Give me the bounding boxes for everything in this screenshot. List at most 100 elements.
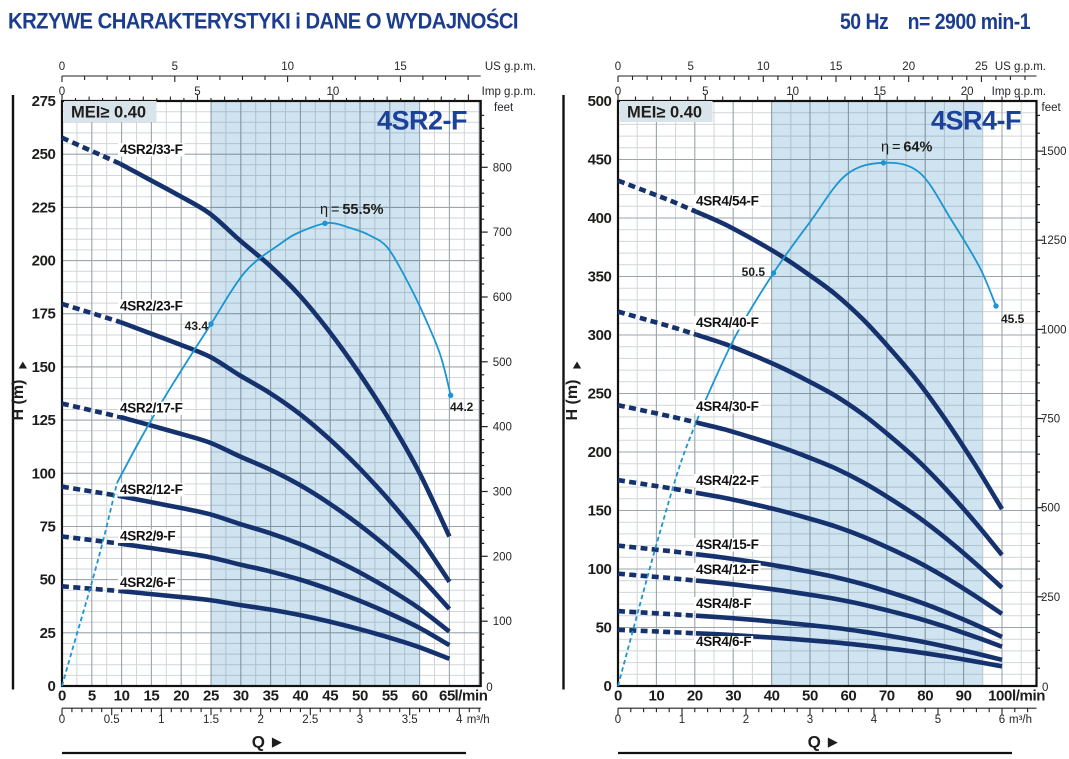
svg-text:225: 225: [32, 199, 56, 216]
svg-text:44.2: 44.2: [450, 400, 474, 414]
svg-text:4: 4: [871, 714, 878, 726]
svg-text:l/min: l/min: [1012, 688, 1045, 705]
svg-text:Q: Q: [252, 733, 265, 752]
svg-text:100: 100: [493, 616, 512, 628]
svg-text:0: 0: [614, 688, 622, 705]
svg-text:η = 64%: η = 64%: [881, 140, 932, 156]
svg-text:4SR2/23-F: 4SR2/23-F: [120, 299, 183, 314]
svg-text:75: 75: [40, 519, 56, 536]
svg-text:100: 100: [588, 561, 612, 578]
svg-text:750: 750: [1041, 414, 1060, 426]
svg-text:0: 0: [59, 86, 65, 98]
svg-text:50: 50: [352, 688, 368, 705]
svg-text:300: 300: [588, 327, 612, 344]
svg-text:15: 15: [830, 61, 843, 73]
svg-text:450: 450: [588, 152, 612, 169]
svg-text:4SR4/40-F: 4SR4/40-F: [696, 315, 759, 330]
svg-text:43.4: 43.4: [185, 319, 209, 333]
svg-text:1: 1: [679, 714, 685, 726]
svg-text:400: 400: [588, 210, 612, 227]
svg-text:4SR2-F: 4SR2-F: [377, 106, 467, 136]
svg-text:4SR4/15-F: 4SR4/15-F: [696, 537, 759, 552]
svg-text:MEI≥ 0.40: MEI≥ 0.40: [71, 104, 146, 122]
svg-text:MEI≥ 0.40: MEI≥ 0.40: [627, 104, 702, 122]
svg-text:5: 5: [687, 61, 693, 73]
svg-text:Q: Q: [808, 733, 821, 752]
svg-text:50.5: 50.5: [742, 265, 766, 279]
svg-text:Imp g.p.m.: Imp g.p.m.: [992, 86, 1046, 98]
svg-text:25: 25: [40, 625, 56, 642]
svg-text:4SR2/17-F: 4SR2/17-F: [120, 401, 183, 416]
svg-text:4SR2/33-F: 4SR2/33-F: [120, 142, 183, 157]
svg-text:H (m): H (m): [564, 380, 581, 421]
svg-text:1.5: 1.5: [203, 714, 219, 726]
svg-text:1250: 1250: [1041, 235, 1067, 247]
svg-text:5: 5: [194, 86, 200, 98]
svg-text:800: 800: [493, 162, 512, 174]
svg-text:45: 45: [322, 688, 338, 705]
svg-text:150: 150: [32, 359, 56, 376]
svg-text:4SR4/8-F: 4SR4/8-F: [696, 596, 751, 611]
svg-text:0: 0: [58, 688, 66, 705]
svg-text:275: 275: [32, 93, 56, 110]
svg-text:20: 20: [902, 61, 915, 73]
svg-text:US g.p.m.: US g.p.m.: [485, 61, 536, 73]
svg-text:feet: feet: [1042, 102, 1062, 114]
svg-text:0: 0: [486, 682, 492, 694]
svg-text:1500: 1500: [1041, 146, 1067, 158]
svg-text:50: 50: [596, 620, 612, 637]
svg-text:0: 0: [615, 86, 621, 98]
svg-text:55: 55: [382, 688, 398, 705]
svg-text:30: 30: [725, 688, 741, 705]
svg-text:20: 20: [173, 688, 189, 705]
svg-text:5: 5: [702, 86, 708, 98]
svg-text:100: 100: [988, 688, 1012, 705]
svg-text:60: 60: [412, 688, 428, 705]
svg-text:500: 500: [588, 93, 612, 110]
svg-text:H (m): H (m): [10, 380, 27, 421]
svg-text:10: 10: [648, 688, 664, 705]
svg-text:80: 80: [917, 688, 933, 705]
svg-text:0: 0: [59, 61, 65, 73]
svg-text:60: 60: [840, 688, 856, 705]
svg-text:m³/h: m³/h: [467, 714, 490, 726]
svg-text:45.5: 45.5: [1001, 312, 1025, 326]
svg-text:KRZYWE CHARAKTERYSTYKI i DANE: KRZYWE CHARAKTERYSTYKI i DANE O WYDAJNOŚ…: [8, 9, 518, 34]
svg-text:600: 600: [493, 292, 512, 304]
svg-text:70: 70: [879, 688, 895, 705]
svg-text:0: 0: [604, 678, 612, 695]
svg-text:65: 65: [439, 688, 455, 705]
svg-text:4SR4/6-F: 4SR4/6-F: [696, 634, 751, 649]
svg-text:40: 40: [764, 688, 780, 705]
svg-text:40: 40: [292, 688, 308, 705]
svg-text:5: 5: [935, 714, 941, 726]
svg-text:4SR2/9-F: 4SR2/9-F: [120, 529, 175, 544]
svg-text:50 Hz n= 2900 min-1: 50 Hz n= 2900 min-1: [840, 9, 1030, 34]
svg-text:200: 200: [493, 551, 512, 563]
svg-text:3.5: 3.5: [402, 714, 418, 726]
svg-text:2: 2: [743, 714, 749, 726]
svg-text:3: 3: [807, 714, 813, 726]
svg-text:4: 4: [456, 714, 463, 726]
svg-text:400: 400: [493, 422, 512, 434]
svg-text:4SR2/6-F: 4SR2/6-F: [120, 575, 175, 590]
svg-text:50: 50: [802, 688, 818, 705]
svg-text:15: 15: [873, 86, 886, 98]
svg-text:4SR4/30-F: 4SR4/30-F: [696, 399, 759, 414]
svg-text:10: 10: [281, 61, 294, 73]
svg-text:4SR4/12-F: 4SR4/12-F: [696, 562, 759, 577]
svg-text:350: 350: [588, 269, 612, 286]
svg-text:0: 0: [59, 714, 65, 726]
svg-text:6: 6: [999, 714, 1005, 726]
svg-text:25: 25: [975, 61, 988, 73]
svg-text:4SR4/22-F: 4SR4/22-F: [696, 473, 759, 488]
svg-text:2.5: 2.5: [302, 714, 318, 726]
svg-text:1: 1: [158, 714, 164, 726]
svg-text:feet: feet: [494, 102, 514, 114]
svg-text:2: 2: [257, 714, 263, 726]
svg-text:700: 700: [493, 227, 512, 239]
svg-text:3: 3: [357, 714, 363, 726]
svg-text:30: 30: [233, 688, 249, 705]
svg-text:US g.p.m.: US g.p.m.: [995, 61, 1046, 73]
svg-text:90: 90: [956, 688, 972, 705]
